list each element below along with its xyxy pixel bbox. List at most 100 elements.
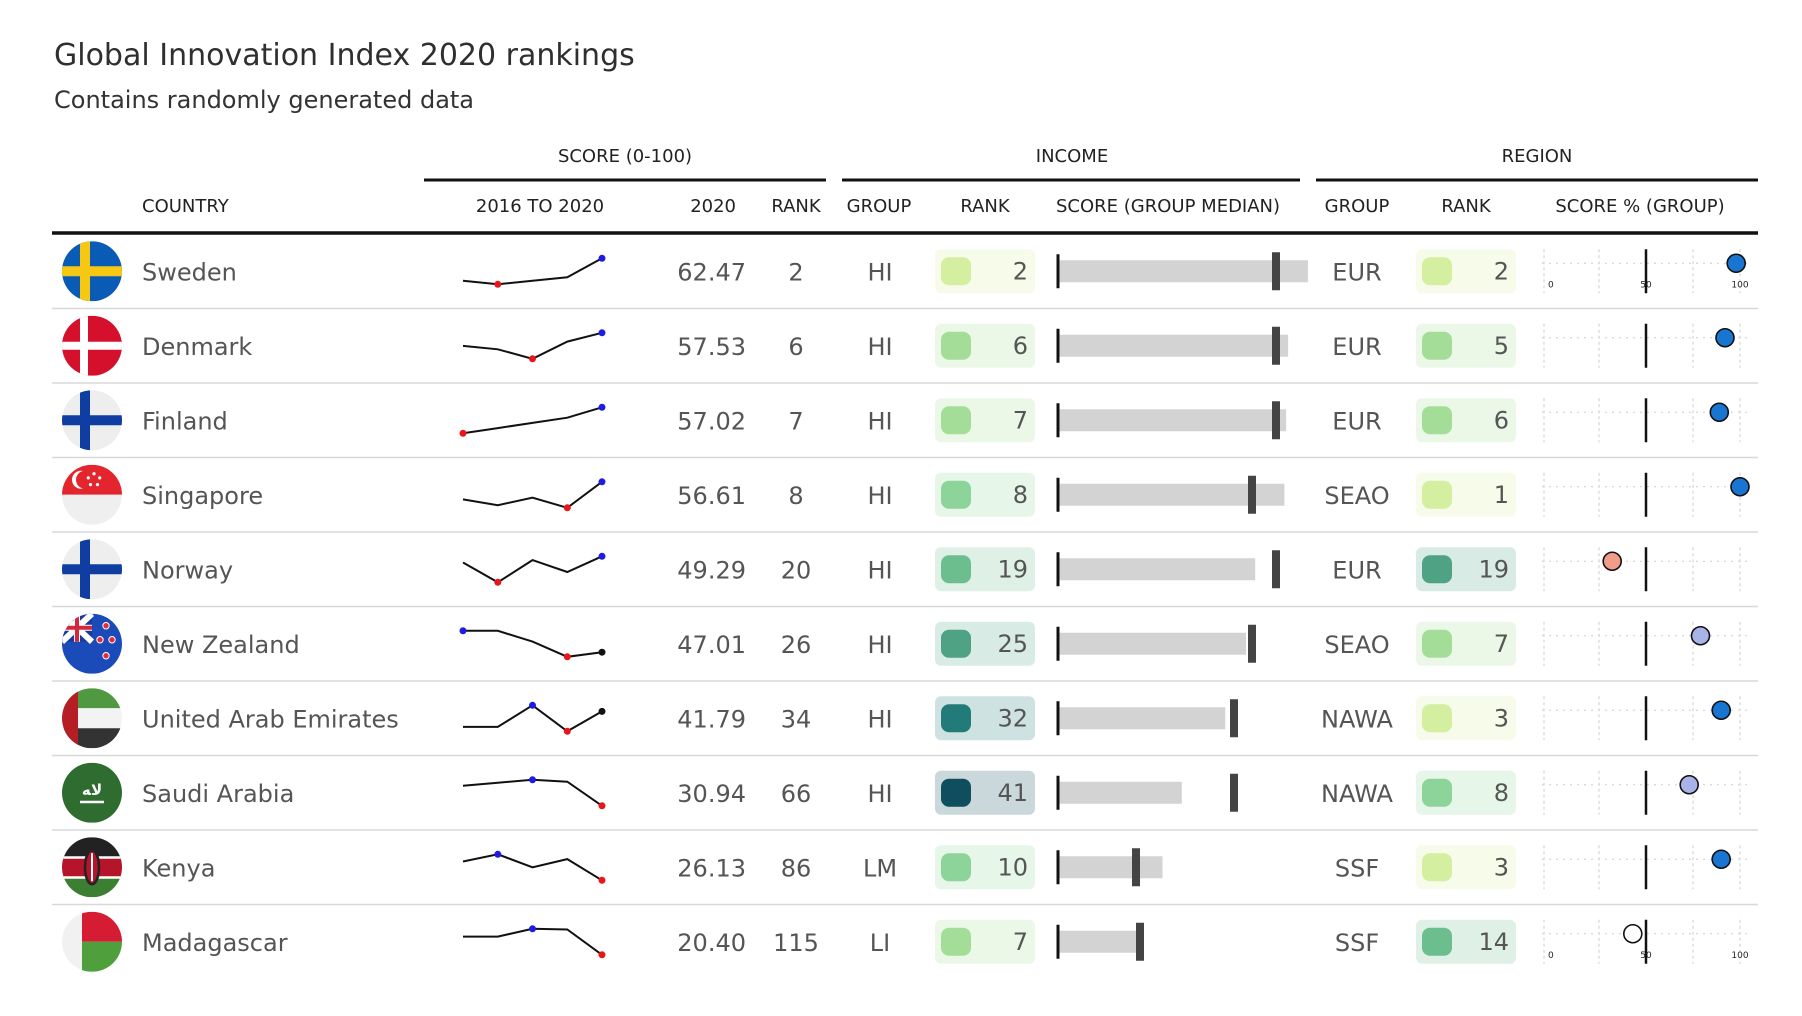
overall-rank: 115: [773, 929, 819, 957]
income-rank-swatch: [941, 704, 971, 733]
overall-rank: 7: [788, 407, 803, 435]
region-rank-swatch: [1422, 331, 1452, 360]
country-name: Norway: [142, 556, 233, 584]
sparkline: [462, 257, 603, 286]
overall-rank: 2: [788, 258, 803, 286]
flag-part: [62, 415, 122, 426]
region-pct-dot: [1726, 253, 1746, 274]
region-rank-swatch: [1422, 406, 1452, 435]
income-median-marker: [1248, 624, 1256, 663]
income-rank-value: 41: [997, 779, 1028, 807]
flag-part: [88, 483, 93, 487]
region-pct-dot: [1690, 625, 1711, 646]
sparkline-max-point: [598, 254, 606, 262]
income-rank-swatch: [941, 257, 971, 286]
spanner-income: INCOME: [1036, 146, 1108, 167]
col-region-pct: SCORE % (GROUP): [1555, 196, 1724, 217]
score-2020: 56.61: [677, 482, 746, 510]
region-rank-value: 8: [1494, 779, 1509, 807]
region-pct-dot: [1711, 700, 1731, 721]
income-rank-swatch: [941, 406, 971, 435]
flag-part: [75, 613, 79, 642]
flag-part: [102, 622, 110, 630]
flag-part: [80, 315, 88, 376]
flag-part: [91, 853, 93, 882]
sparkline-max-point: [459, 627, 467, 635]
col-region-rank: RANK: [1441, 196, 1492, 217]
flag-part: [98, 476, 102, 480]
score-2020: 57.02: [677, 407, 746, 435]
overall-rank: 26: [781, 631, 812, 659]
sparkline: [462, 480, 603, 509]
sparkline-min-point: [494, 280, 502, 288]
income-rank-swatch: [941, 927, 971, 956]
flag-part: [92, 472, 96, 476]
flag-norway-icon: [62, 539, 122, 600]
sparkline: [462, 853, 603, 882]
income-rank-value: 7: [1013, 406, 1028, 434]
income-group: HI: [867, 705, 892, 733]
sparkline-min-point: [598, 951, 606, 959]
score-2020: 30.94: [677, 780, 746, 808]
flag-part: [62, 494, 122, 525]
flag-denmark-icon: [62, 315, 122, 376]
region-pct-plot: [1542, 472, 1750, 517]
region-rank-swatch: [1422, 555, 1452, 584]
region-rank-swatch: [1422, 257, 1452, 286]
income-score-bar: [1058, 260, 1308, 283]
country-name: Sweden: [142, 258, 237, 286]
income-score-bar: [1058, 558, 1256, 581]
region-pct-plot: [1542, 323, 1748, 368]
flag-madagascar-icon: [62, 911, 122, 972]
region-group: EUR: [1332, 407, 1381, 435]
income-score-bar: [1058, 930, 1140, 953]
pct-axis-tick-label: 0: [1548, 280, 1554, 290]
overall-rank: 86: [781, 854, 812, 882]
region-pct-plot: [1542, 398, 1748, 443]
region-rank-value: 3: [1494, 704, 1509, 732]
region-rank-swatch: [1422, 778, 1452, 807]
flag-part: [82, 911, 122, 942]
region-rank-swatch: [1422, 480, 1452, 509]
income-rank-value: 10: [997, 853, 1028, 881]
pct-axis-tick-label: 50: [1640, 280, 1652, 290]
country-name: Kenya: [142, 854, 215, 882]
col-country: COUNTRY: [142, 196, 230, 217]
country-name: United Arab Emirates: [142, 705, 399, 733]
pct-axis-tick-label: 50: [1640, 951, 1652, 961]
region-pct-dot: [1711, 849, 1731, 870]
sparkline-min-point: [598, 876, 606, 884]
income-score-bar: [1058, 483, 1285, 506]
spanner-region: REGION: [1502, 146, 1573, 167]
country-name: New Zealand: [142, 631, 300, 659]
flag-part: [76, 470, 94, 489]
region-rank-value: 2: [1494, 257, 1509, 285]
income-median-marker: [1272, 252, 1280, 291]
income-rank-swatch: [941, 555, 971, 584]
flag-part: [80, 241, 90, 302]
flag-sweden-icon: [62, 241, 122, 302]
flag-part: [62, 266, 122, 277]
region-rank-swatch: [1422, 927, 1452, 956]
region-rank-swatch: [1422, 853, 1452, 882]
income-score-bar: [1058, 856, 1163, 879]
sparkline-max-point: [598, 552, 606, 560]
income-group: LM: [863, 854, 897, 882]
score-2020: 47.01: [677, 631, 746, 659]
income-median-marker: [1132, 848, 1140, 887]
overall-rank: 34: [781, 705, 812, 733]
sparkline: [463, 927, 603, 956]
region-group: SSF: [1335, 929, 1379, 957]
sparkline: [463, 704, 603, 733]
flag-part: [62, 688, 78, 749]
region-pct-dot: [1715, 327, 1735, 348]
flag-part: [80, 390, 90, 451]
flag-part: [108, 636, 116, 644]
flag-part: [62, 564, 122, 575]
region-pct-dot: [1602, 551, 1622, 572]
income-group: HI: [867, 631, 892, 659]
region-rank-swatch: [1422, 629, 1452, 658]
sparkline: [463, 629, 603, 658]
income-rank-swatch: [941, 778, 971, 807]
overall-rank: 66: [781, 780, 812, 808]
